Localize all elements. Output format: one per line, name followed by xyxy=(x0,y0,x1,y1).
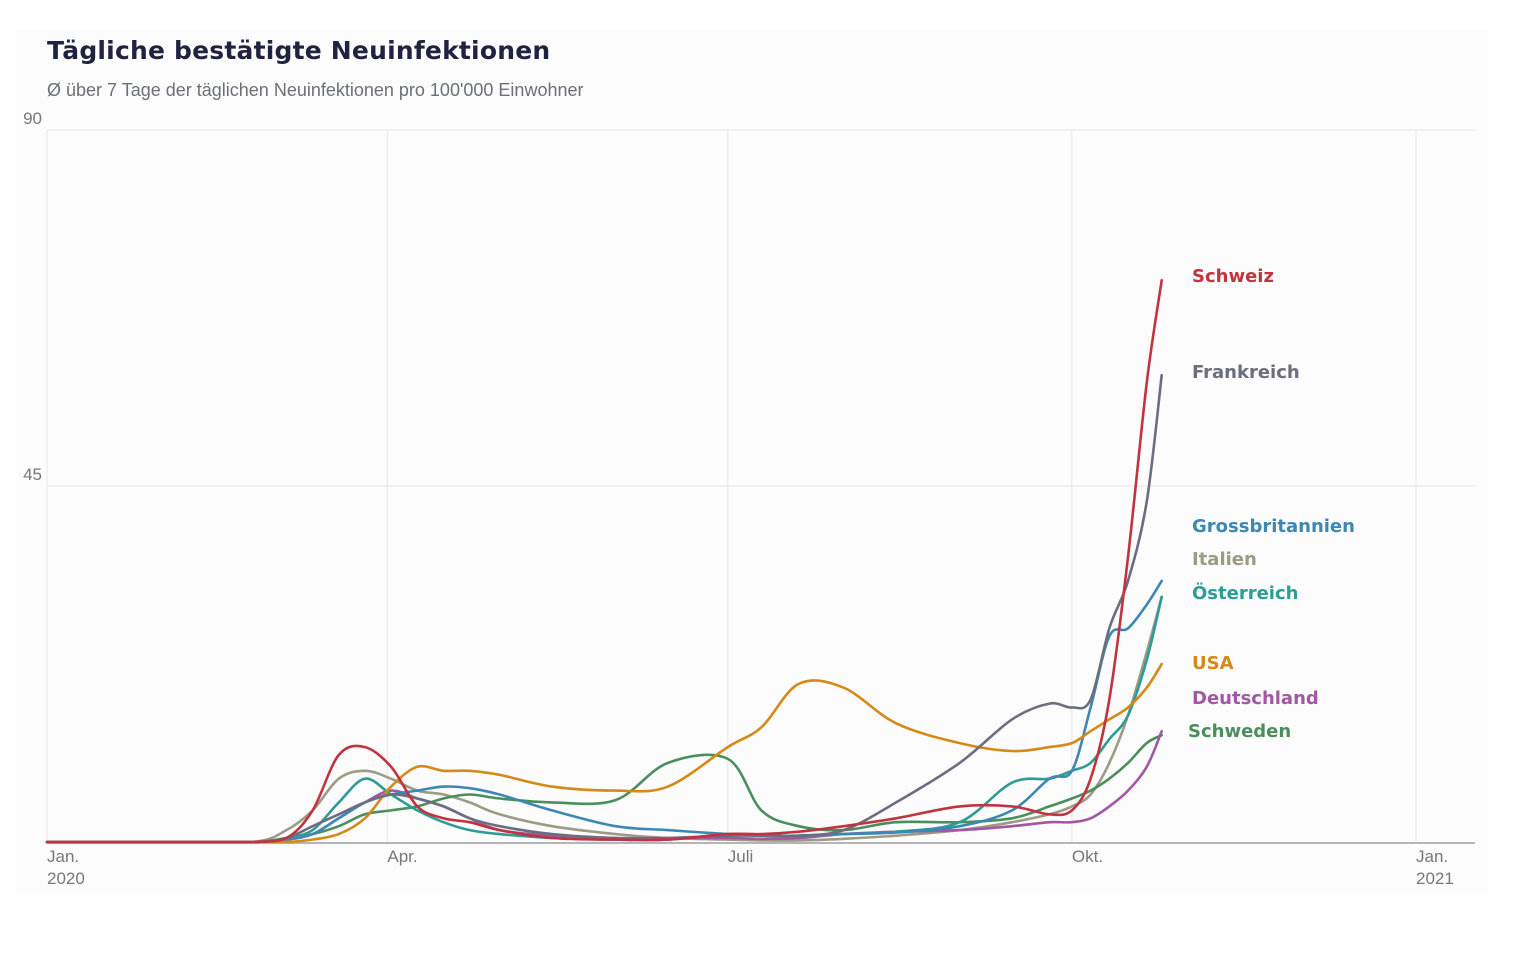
y-tick-label: 45 xyxy=(23,465,42,484)
x-tick-label-line: Apr. xyxy=(387,847,417,866)
x-tick-label-line: Jan. xyxy=(1416,847,1448,866)
grid xyxy=(46,129,1475,842)
x-tick-label: Jan. 2021 xyxy=(1416,847,1454,888)
series-line-grossbritannien xyxy=(45,579,1163,844)
x-tick-label-line: Okt. xyxy=(1072,847,1103,866)
series-label-schweiz: Schweiz xyxy=(1192,266,1274,287)
series-label-deutschland: Deutschland xyxy=(1192,688,1319,709)
x-tick-label-line: Jan. xyxy=(47,847,79,866)
series-line-usa xyxy=(45,662,1163,844)
chart-card xyxy=(16,30,1488,892)
y-axis-ticks: 45 90 xyxy=(23,109,42,484)
y-tick-label: 90 xyxy=(23,109,42,128)
x-tick-label-line: 2020 xyxy=(47,869,85,888)
series-line-frankreich xyxy=(45,373,1163,844)
x-tick-label: Juli xyxy=(728,847,754,866)
x-tick-label-line: 2021 xyxy=(1416,869,1454,888)
series-line-schweiz xyxy=(45,279,1163,844)
series-label-italien: Italien xyxy=(1192,549,1257,570)
series-lines xyxy=(45,279,1163,844)
x-axis-ticks: Jan. 2020 Apr. Juli Okt. Jan. 2021 xyxy=(47,847,1454,888)
series-label-österreich: Österreich xyxy=(1192,582,1298,604)
x-tick-label: Apr. xyxy=(387,847,417,866)
series-label-grossbritannien: Grossbritannien xyxy=(1192,516,1355,537)
x-tick-label: Okt. xyxy=(1072,847,1103,866)
x-tick-label-line: Juli xyxy=(728,847,754,866)
series-label-schweden: Schweden xyxy=(1188,721,1291,742)
series-labels: Schweiz Frankreich Grossbritannien Italien Ö… xyxy=(1188,266,1355,742)
series-label-frankreich: Frankreich xyxy=(1192,362,1300,383)
series-label-usa: USA xyxy=(1192,653,1234,674)
chart-title: Tägliche bestätigte Neuinfektionen xyxy=(47,36,551,65)
chart-subtitle: Ø über 7 Tage der täglichen Neuinfektion… xyxy=(47,80,584,100)
x-tick-label: Jan. 2020 xyxy=(47,847,85,888)
series-line-schweden xyxy=(45,733,1163,844)
